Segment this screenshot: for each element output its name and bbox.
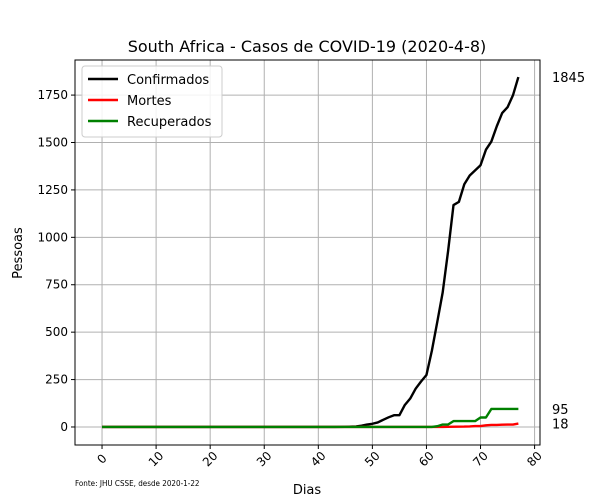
legend-box — [81, 65, 223, 138]
y-tick-label: 500 — [45, 325, 68, 339]
legend: Confirmados Mortes Recuperados — [81, 65, 223, 138]
legend-label: Mortes — [127, 94, 172, 109]
x-axis-ticks: 0 10 20 30 40 50 60 70 80 — [94, 445, 545, 469]
end-value-label: 1845 — [552, 71, 585, 86]
x-tick-label: 60 — [416, 449, 437, 470]
plot-frame — [74, 59, 541, 446]
x-axis-label: Dias — [293, 483, 322, 498]
y-tick-label: 1250 — [37, 183, 68, 197]
end-value-label: 18 — [552, 418, 569, 433]
series-lines — [102, 76, 520, 429]
x-tick-label: 30 — [254, 449, 275, 470]
y-tick-label: 250 — [45, 373, 68, 387]
series-line-recuperados — [102, 407, 519, 429]
x-tick-label: 40 — [308, 449, 329, 470]
x-tick-label: 0 — [94, 451, 109, 466]
y-tick-label: 750 — [45, 278, 68, 292]
y-tick-label: 1000 — [37, 230, 68, 244]
series-line-mortes — [102, 422, 519, 429]
y-tick-label: 0 — [60, 420, 68, 434]
y-axis-label: Pessoas — [11, 227, 26, 279]
x-tick-label: 10 — [146, 449, 167, 470]
x-tick-label: 50 — [362, 449, 383, 470]
x-tick-label: 80 — [524, 449, 545, 470]
end-value-label: 95 — [552, 403, 569, 418]
y-tick-label: 1750 — [37, 88, 68, 102]
x-tick-label: 20 — [200, 449, 221, 470]
x-tick-label: 70 — [470, 449, 491, 470]
y-axis-ticks: 0 250 500 750 1000 1250 1500 1750 — [37, 88, 75, 434]
series-line-confirmados — [102, 76, 520, 429]
y-tick-label: 1500 — [37, 136, 68, 150]
legend-label: Confirmados — [127, 73, 209, 88]
source-note: Fonte: JHU CSSE, desde 2020-1-22 — [75, 479, 200, 488]
legend-label: Recuperados — [127, 115, 212, 130]
chart-title: South Africa - Casos de COVID-19 (2020-4… — [128, 37, 487, 56]
